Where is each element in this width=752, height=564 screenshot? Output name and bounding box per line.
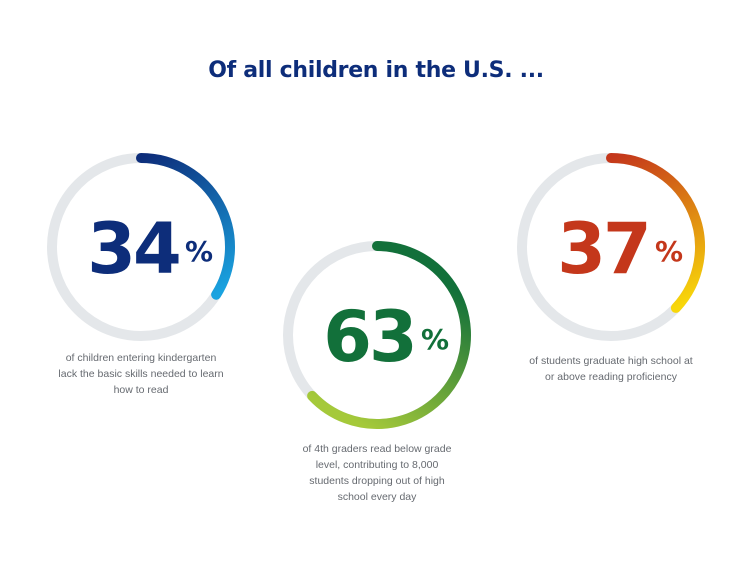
stat-caption: of students graduate high school at or ab… xyxy=(500,353,722,385)
percent-sign: % xyxy=(421,323,449,356)
caption-line: of children entering kindergarten xyxy=(65,352,217,364)
ring-progress-arc xyxy=(136,153,235,300)
percent-sign: % xyxy=(655,235,683,268)
page-title: Of all children in the U.S. ... xyxy=(208,58,544,83)
caption-line: of students graduate high school at xyxy=(529,355,693,367)
percent-value: 34 xyxy=(87,208,179,290)
percent-value: 63 xyxy=(323,296,414,378)
ring-progress-arc xyxy=(606,153,705,313)
stat-caption: of 4th graders read below grade level, co… xyxy=(266,441,488,505)
caption-line: school every day xyxy=(337,491,417,503)
percent-sign: % xyxy=(185,235,213,268)
caption-line: of 4th graders read below grade xyxy=(302,443,452,455)
caption-line: or above reading proficiency xyxy=(545,371,677,383)
caption-line: level, contributing to 8,000 xyxy=(315,459,439,471)
caption-line: students dropping out of high xyxy=(309,475,445,487)
caption-line: lack the basic skills needed to learn xyxy=(58,368,224,380)
caption-line: how to read xyxy=(113,384,169,396)
ring-progress-arc xyxy=(307,241,471,429)
stat-caption: of children entering kindergarten lack th… xyxy=(26,350,256,398)
percent-value: 37 xyxy=(557,208,648,290)
